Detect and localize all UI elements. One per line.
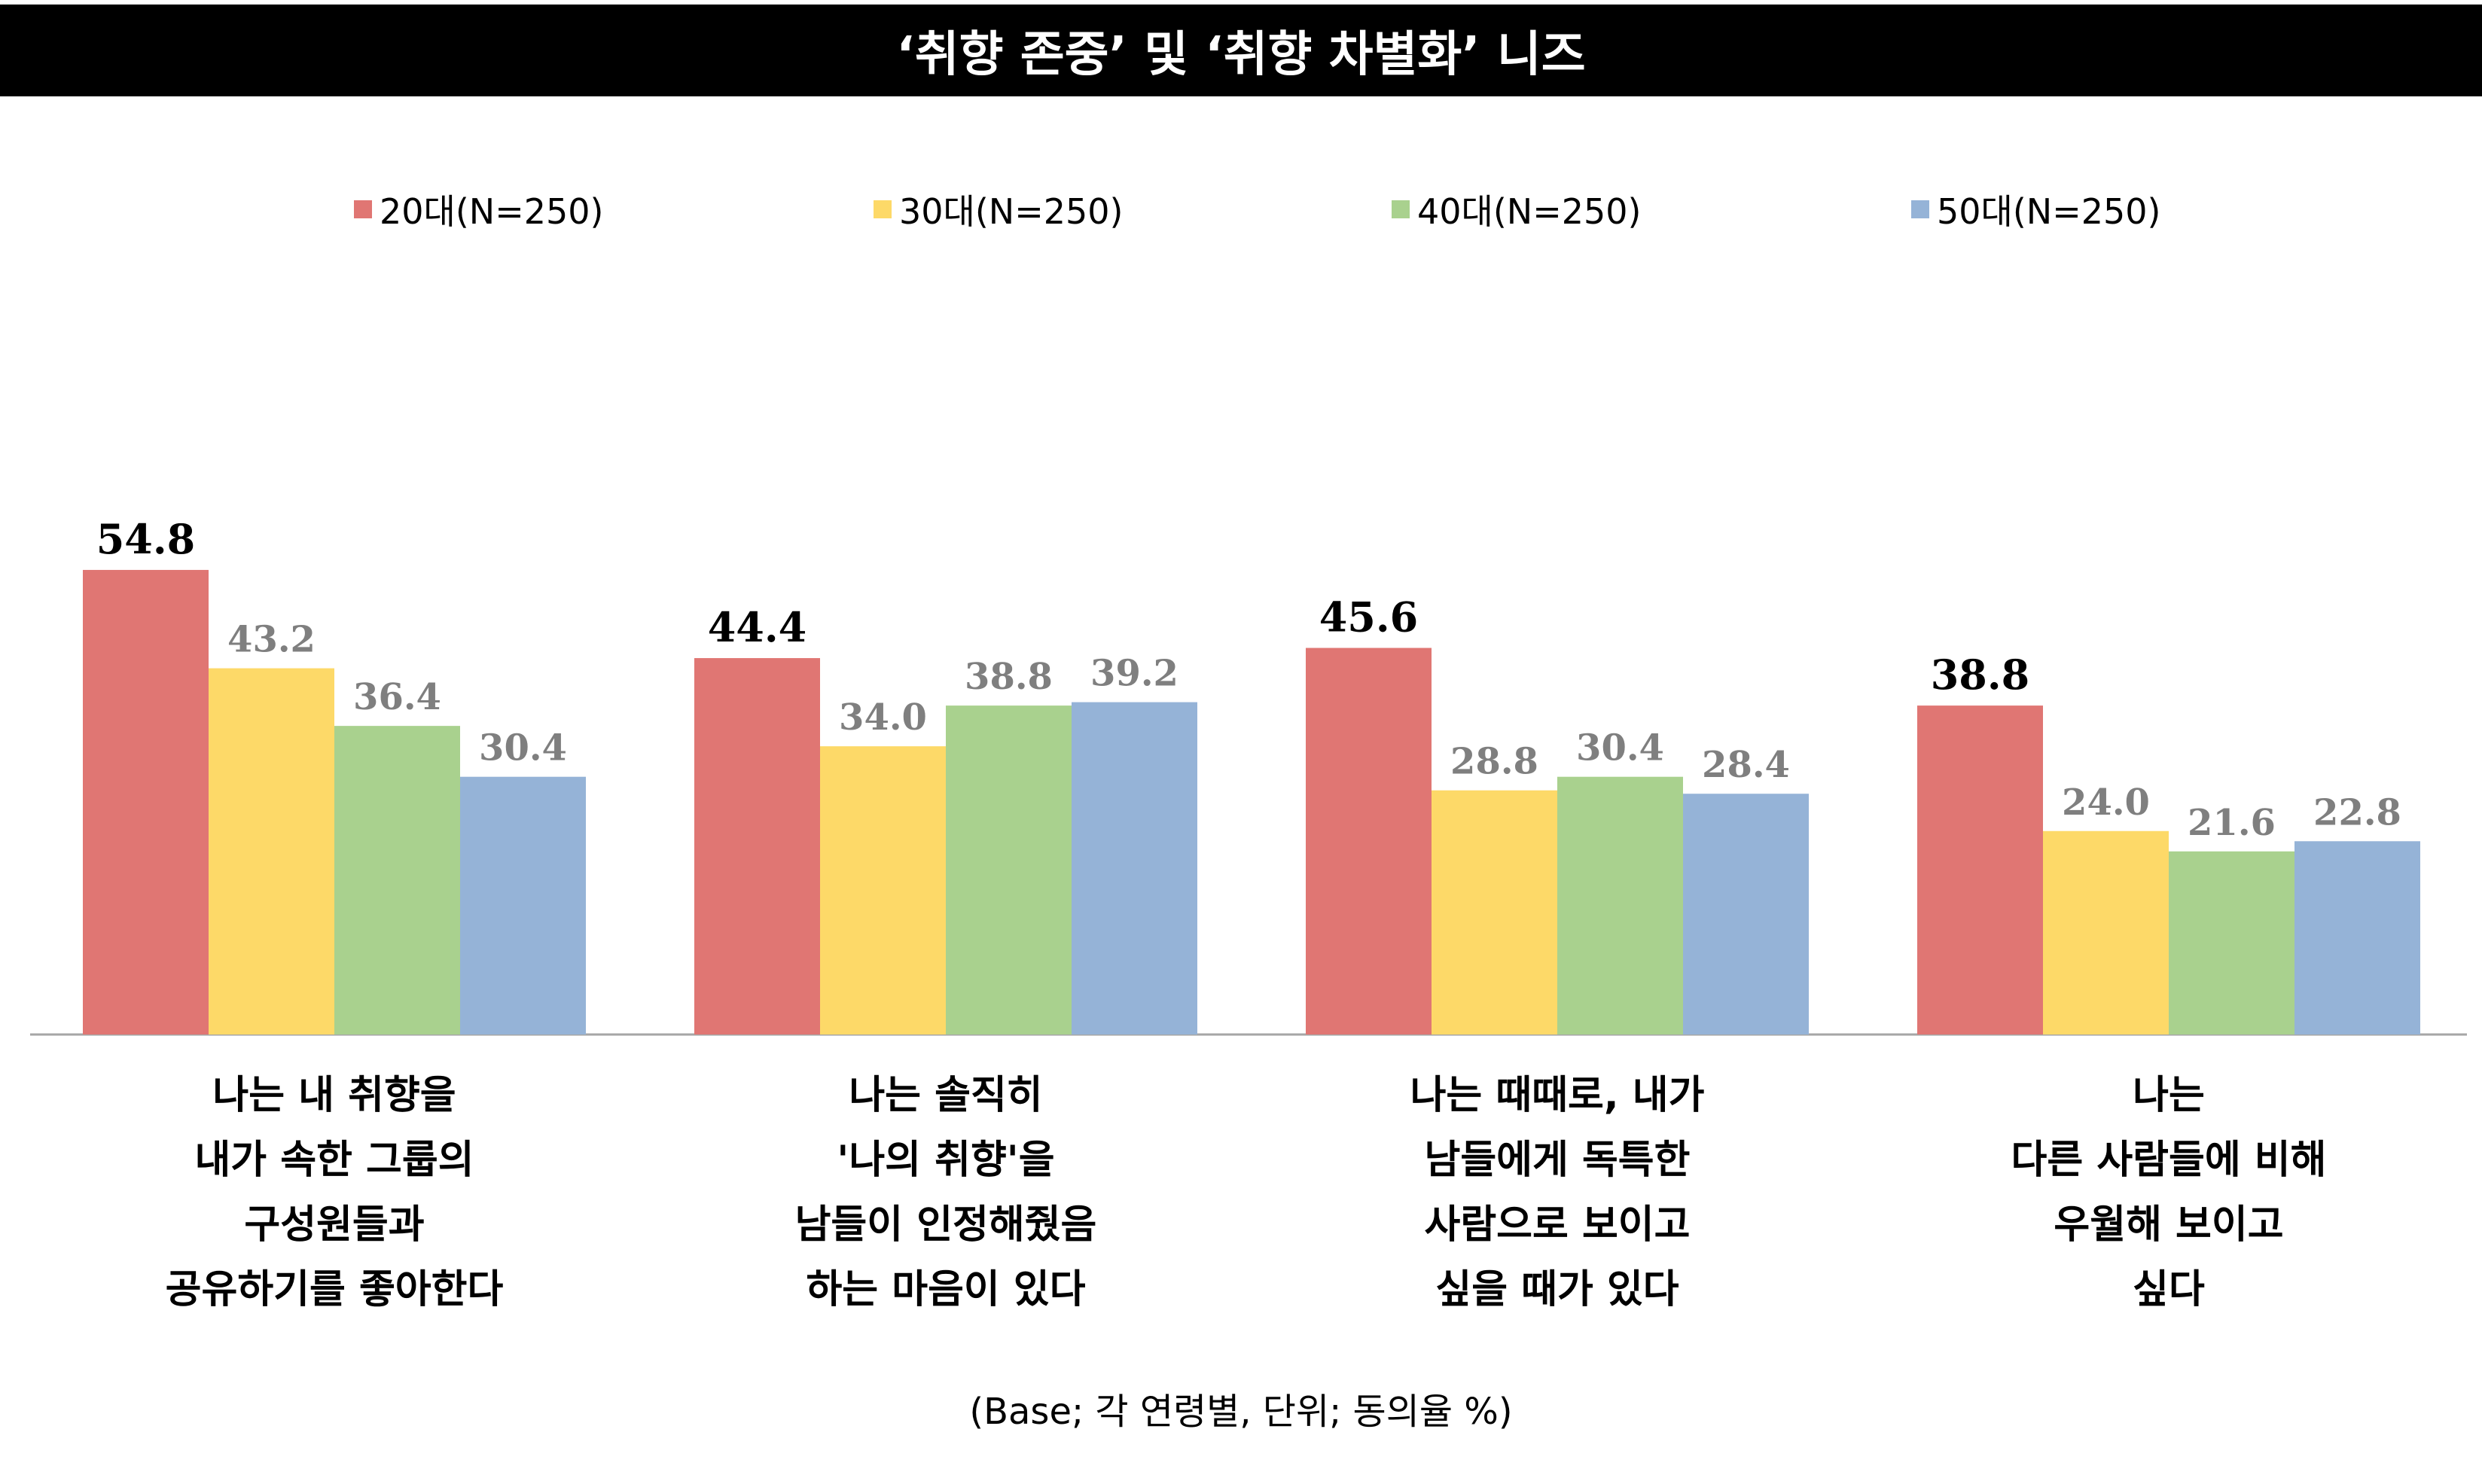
category-label-line: 싶다 (2133, 1267, 2205, 1312)
title-bar: ‘취향 존중’ 및 ‘취향 차별화’ 니즈 (0, 5, 2482, 96)
data-label-3-series-2: 28.8 (1450, 741, 1538, 783)
category-label-line: 나는 때때로, 내가 (1410, 1073, 1705, 1118)
data-label-4-series-4: 22.8 (2313, 791, 2401, 833)
bar-4-series-2 (2043, 830, 2169, 1035)
bar-2-series-2 (820, 746, 946, 1035)
category-label-line: '나의 취향'을 (837, 1138, 1055, 1183)
category-label-line: 나는 내 취향을 (212, 1073, 456, 1118)
bar-3-series-4 (1683, 794, 1809, 1035)
data-label-4-series-2: 24.0 (2062, 782, 2150, 824)
legend-label: 30대(N=250) (899, 191, 1124, 232)
data-label-2-series-4: 39.2 (1090, 653, 1178, 695)
category-label-line: 우월해 보이고 (2054, 1202, 2284, 1248)
legend: 20대(N=250) 30대(N=250) 40대(N=250) 50대(N=250) (0, 179, 2482, 239)
category-label-line: 다른 사람들에 비해 (2011, 1138, 2327, 1183)
legend-swatch (874, 200, 892, 218)
legend-swatch (354, 200, 372, 218)
data-label-3-series-4: 28.4 (1702, 744, 1790, 786)
bar-4-series-4 (2294, 841, 2420, 1035)
category-label-line: 싶을 때가 있다 (1435, 1267, 1679, 1312)
legend-label: 40대(N=250) (1417, 191, 1642, 232)
data-label-1-series-3: 36.4 (353, 676, 441, 718)
bar-2-series-4 (1072, 702, 1197, 1035)
category-label-line: 나는 (2133, 1073, 2205, 1118)
data-label-1-series-4: 30.4 (479, 727, 567, 769)
legend-item-4: 50대(N=250) (1911, 179, 2161, 239)
bar-1-series-1 (83, 569, 209, 1035)
data-label-2-series-1: 44.4 (708, 603, 807, 651)
bar-3-series-1 (1306, 648, 1432, 1035)
data-label-4-series-1: 38.8 (1931, 651, 2030, 699)
data-label-1-series-2: 43.2 (227, 619, 316, 661)
footnote: (Base; 각 연령별, 단위; 동의율 %) (969, 1391, 1513, 1433)
data-label-3-series-1: 45.6 (1319, 593, 1419, 641)
category-label-line: 남들에게 독특한 (1424, 1138, 1691, 1183)
category-label-line: 하는 마음이 있다 (806, 1267, 1086, 1312)
legend-item-3: 40대(N=250) (1392, 179, 1642, 239)
data-label-1-series-1: 54.8 (96, 515, 196, 563)
legend-swatch (1911, 200, 1929, 218)
category-label-line: 남들이 인정해줬음 (794, 1202, 1097, 1248)
bar-4-series-1 (1917, 705, 2043, 1035)
bar-1-series-4 (460, 776, 586, 1035)
bar-2-series-3 (946, 705, 1072, 1035)
legend-item-1: 20대(N=250) (354, 179, 604, 239)
category-label-line: 사람으로 보이고 (1424, 1202, 1691, 1248)
data-label-3-series-3: 30.4 (1576, 727, 1664, 769)
category-label-line: 내가 속한 그룹의 (194, 1138, 474, 1183)
data-label-2-series-3: 38.8 (965, 656, 1053, 698)
bar-3-series-2 (1432, 790, 1557, 1035)
legend-swatch (1392, 200, 1410, 218)
data-label-2-series-2: 34.0 (839, 696, 927, 739)
bar-3-series-3 (1557, 776, 1683, 1035)
legend-item-2: 30대(N=250) (874, 179, 1124, 239)
bar-1-series-3 (334, 726, 460, 1035)
category-label-line: 구성원들과 (244, 1202, 425, 1248)
category-label-line: 나는 솔직히 (849, 1073, 1043, 1118)
category-label-line: 공유하기를 좋아한다 (165, 1267, 504, 1312)
legend-label: 20대(N=250) (380, 191, 604, 232)
legend-label: 50대(N=250) (1937, 191, 2161, 232)
bar-2-series-1 (694, 658, 820, 1035)
bar-1-series-2 (209, 668, 334, 1035)
data-label-4-series-3: 21.6 (2188, 802, 2276, 844)
bar-4-series-3 (2169, 851, 2294, 1035)
chart-title: ‘취향 존중’ 및 ‘취향 차별화’ 니즈 (896, 27, 1586, 83)
